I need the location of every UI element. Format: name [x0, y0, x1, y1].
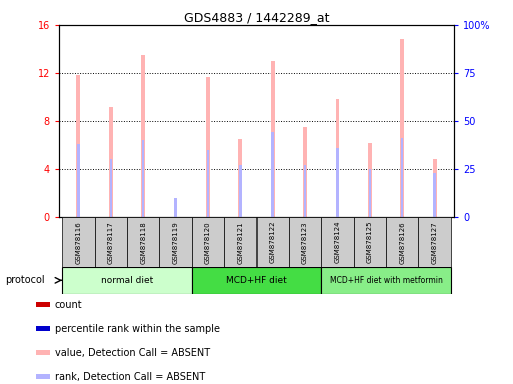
Bar [336, 99, 340, 217]
Bar [271, 132, 274, 217]
Text: GSM878127: GSM878127 [431, 221, 438, 263]
Title: GDS4883 / 1442289_at: GDS4883 / 1442289_at [184, 11, 329, 24]
Bar [192, 267, 321, 294]
Text: MCD+HF diet with metformin: MCD+HF diet with metformin [329, 276, 442, 285]
Bar [224, 217, 256, 267]
Text: GSM878118: GSM878118 [140, 221, 146, 264]
Bar [35, 302, 50, 307]
Text: value, Detection Call = ABSENT: value, Detection Call = ABSENT [55, 348, 210, 358]
Bar [303, 127, 307, 217]
Bar [141, 55, 145, 217]
Text: GSM878124: GSM878124 [334, 221, 341, 263]
Bar [353, 217, 386, 267]
Bar [271, 61, 274, 217]
Bar [174, 198, 177, 217]
Text: GSM878125: GSM878125 [367, 221, 373, 263]
Bar [35, 326, 50, 331]
Text: GSM878116: GSM878116 [75, 221, 82, 264]
Text: GSM878126: GSM878126 [399, 221, 405, 263]
Bar [321, 267, 451, 294]
Bar [62, 267, 192, 294]
Text: rank, Detection Call = ABSENT: rank, Detection Call = ABSENT [55, 372, 205, 382]
Text: GSM878121: GSM878121 [238, 221, 243, 263]
Bar [77, 144, 80, 217]
Text: MCD+HF diet: MCD+HF diet [226, 276, 287, 285]
Bar [239, 165, 242, 217]
Text: percentile rank within the sample: percentile rank within the sample [55, 324, 220, 334]
Bar [256, 217, 289, 267]
Bar [432, 159, 437, 217]
Text: GSM878120: GSM878120 [205, 221, 211, 263]
Text: count: count [55, 300, 83, 310]
Text: GSM878119: GSM878119 [172, 221, 179, 264]
Bar [109, 159, 112, 217]
Bar [173, 205, 177, 217]
Bar [401, 138, 404, 217]
Bar [160, 217, 192, 267]
Text: GSM878123: GSM878123 [302, 221, 308, 263]
Bar [95, 217, 127, 267]
Bar [289, 217, 321, 267]
Bar [304, 165, 306, 217]
Bar [368, 169, 371, 217]
Bar [400, 40, 404, 217]
Text: GSM878117: GSM878117 [108, 221, 114, 264]
Bar [142, 140, 145, 217]
Text: protocol: protocol [5, 275, 45, 285]
Bar [321, 217, 353, 267]
Bar [386, 217, 418, 267]
Bar [76, 75, 81, 217]
Bar [368, 142, 372, 217]
Bar [207, 150, 209, 217]
Bar [35, 350, 50, 356]
Text: GSM878122: GSM878122 [270, 221, 275, 263]
Bar [239, 139, 242, 217]
Bar [127, 217, 160, 267]
Bar [109, 107, 113, 217]
Bar [62, 217, 94, 267]
Bar [206, 76, 210, 217]
Bar [35, 374, 50, 379]
Bar [419, 217, 451, 267]
Bar [433, 173, 436, 217]
Bar [336, 148, 339, 217]
Text: normal diet: normal diet [101, 276, 153, 285]
Bar [192, 217, 224, 267]
